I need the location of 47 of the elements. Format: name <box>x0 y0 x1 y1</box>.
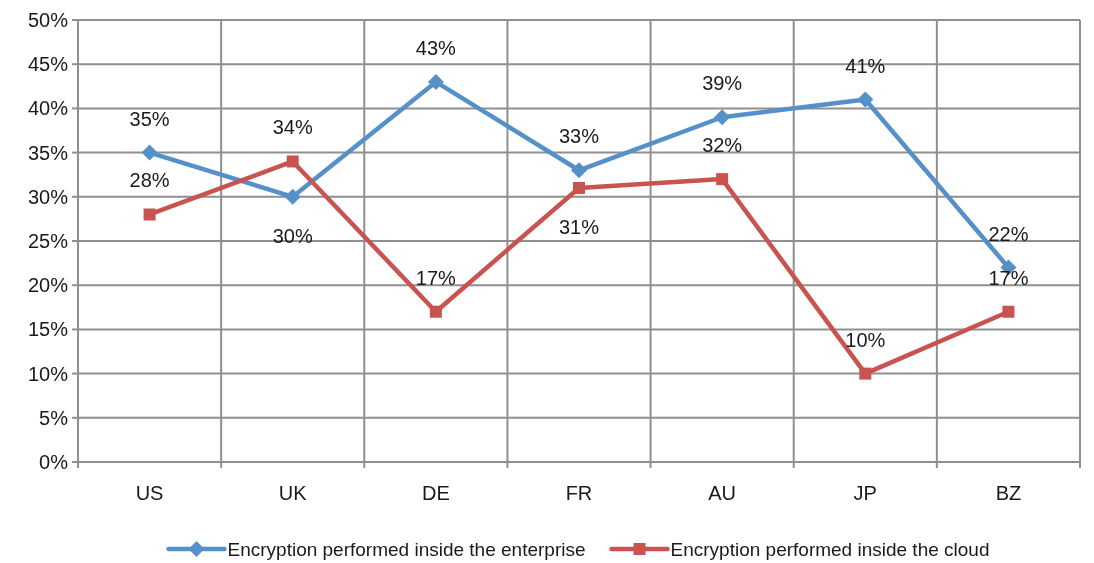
y-tick-label: 45% <box>27 53 69 76</box>
point <box>857 91 874 108</box>
point <box>284 188 301 205</box>
x-tick-label: BZ <box>995 482 1022 504</box>
y-tick-label: 35% <box>27 141 69 164</box>
data-label: 10% <box>845 328 886 351</box>
x-tick-label: US <box>135 482 164 504</box>
point <box>714 109 731 126</box>
x-tick-label: JP <box>853 482 877 504</box>
data-label: 35% <box>129 107 170 130</box>
data-label: 17% <box>988 266 1029 289</box>
legend-label: Encryption performed inside the cloud <box>670 538 990 560</box>
point <box>571 162 587 179</box>
y-tick-label: 0% <box>39 451 69 473</box>
point <box>143 208 156 221</box>
x-tick-label: UK <box>278 482 308 504</box>
data-label: 17% <box>415 266 457 289</box>
legend-label: Encryption performed inside the enterprise <box>227 538 586 560</box>
x-tick-label: FR <box>565 482 593 504</box>
point <box>286 155 299 168</box>
point <box>141 144 158 161</box>
point <box>429 305 442 318</box>
point <box>859 367 872 380</box>
y-tick-label: 10% <box>27 362 69 385</box>
data-label: 34% <box>272 116 313 139</box>
point <box>427 73 444 90</box>
data-label: 28% <box>129 169 170 192</box>
point <box>1002 305 1015 318</box>
data-label: 31% <box>558 215 600 238</box>
data-label: 41% <box>845 54 886 77</box>
data-label: 22% <box>988 222 1029 245</box>
data-label: 32% <box>702 134 743 157</box>
y-tick-label: 20% <box>27 274 69 297</box>
data-label: 30% <box>272 224 313 247</box>
x-tick-label: AU <box>708 482 737 504</box>
point <box>716 173 729 186</box>
y-tick-label: 40% <box>27 97 69 120</box>
x-tick-label: DE <box>421 482 450 504</box>
data-label: 33% <box>558 125 600 148</box>
data-label: 39% <box>702 72 743 95</box>
y-tick-label: 50% <box>27 9 69 31</box>
point <box>573 181 585 194</box>
y-tick-label: 5% <box>39 406 69 429</box>
data-label: 43% <box>415 36 457 59</box>
y-tick-label: 15% <box>27 318 69 341</box>
y-tick-label: 25% <box>27 230 69 252</box>
y-tick-label: 30% <box>27 185 69 208</box>
